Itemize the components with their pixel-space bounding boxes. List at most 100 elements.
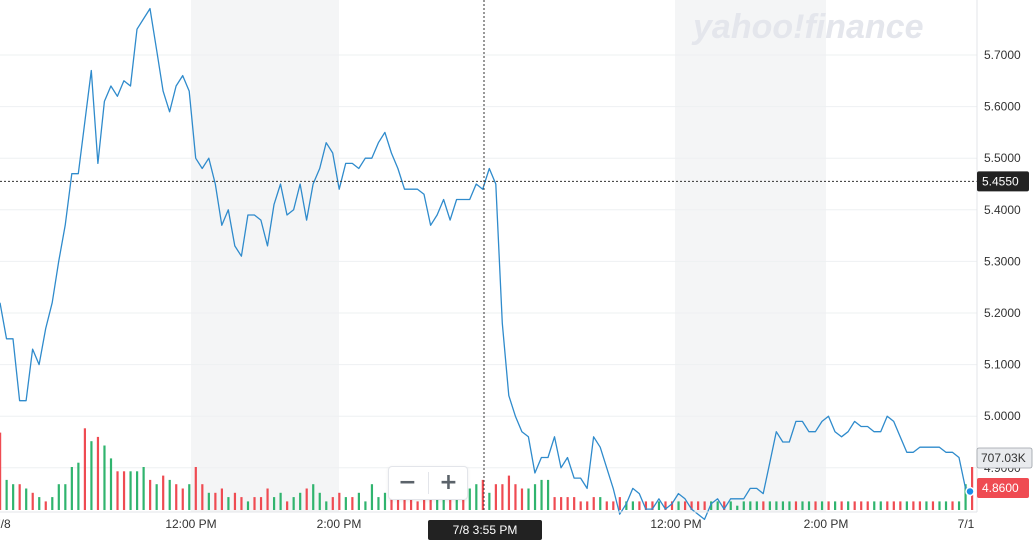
volume-bar bbox=[481, 479, 484, 510]
volume-bar bbox=[188, 484, 191, 510]
price-line-group bbox=[0, 7, 975, 521]
volume-bar bbox=[931, 501, 935, 510]
volume-bar bbox=[57, 484, 60, 510]
volume-bar bbox=[697, 501, 700, 510]
crosshair-time-badge: 7/8 3:55 PM bbox=[428, 520, 542, 540]
volume-bar bbox=[259, 497, 263, 510]
volume-bar bbox=[279, 492, 282, 510]
volume-bar bbox=[586, 501, 589, 510]
zoom-divider bbox=[427, 472, 429, 494]
volume-bar bbox=[51, 497, 54, 510]
volume-bar bbox=[788, 501, 791, 510]
volume-bar bbox=[272, 497, 276, 510]
volume-bar bbox=[351, 497, 354, 510]
volume-bar bbox=[886, 501, 889, 510]
volume-bar bbox=[403, 492, 406, 510]
volume-bar bbox=[90, 441, 93, 510]
y-tick-label: 5.1000 bbox=[984, 358, 1021, 372]
volume-bar bbox=[533, 484, 537, 510]
volume-bar bbox=[501, 484, 504, 510]
y-tick-label: 5.0000 bbox=[984, 409, 1021, 423]
x-tick-label: 2:00 PM bbox=[804, 517, 849, 531]
x-tick-label: 2:00 PM bbox=[317, 517, 362, 531]
volume-bar bbox=[964, 484, 967, 510]
volume-bars bbox=[0, 428, 974, 510]
volume-bar bbox=[292, 497, 295, 510]
volume-bar bbox=[775, 501, 778, 510]
x-axis: 7/8 12:00 PM 2:00 PM 12:00 PM 2:00 PM 7/1 bbox=[0, 511, 977, 531]
volume-bar bbox=[64, 484, 67, 510]
volume-label: 707.03K bbox=[981, 451, 1026, 465]
volume-bar bbox=[657, 501, 661, 510]
volume-bar bbox=[18, 484, 21, 510]
volume-bar bbox=[390, 492, 393, 510]
volume-bar bbox=[383, 492, 387, 510]
gridlines bbox=[0, 54, 977, 469]
volume-bar bbox=[683, 501, 687, 510]
volume-bar bbox=[364, 501, 367, 510]
x-tick-label: 7/8 bbox=[0, 517, 11, 531]
volume-bar bbox=[847, 501, 850, 510]
chart-background bbox=[191, 0, 1034, 544]
volume-bar bbox=[631, 501, 634, 510]
volume-bar bbox=[409, 497, 413, 510]
x-tick-label: 7/1 bbox=[958, 517, 975, 531]
zoom-out-button[interactable]: − bbox=[398, 470, 417, 495]
volume-bar bbox=[416, 501, 419, 510]
volume-bar bbox=[70, 467, 73, 510]
volume-bar bbox=[31, 492, 34, 510]
zoom-controls: − + bbox=[388, 466, 468, 500]
volume-bar bbox=[331, 497, 334, 510]
last-price-badge: 4.8600 bbox=[977, 478, 1029, 498]
volume-bar bbox=[475, 484, 478, 510]
zoom-in-button[interactable]: + bbox=[439, 470, 458, 495]
volume-bar bbox=[135, 471, 139, 510]
volume-bar bbox=[25, 488, 28, 510]
volume-bar bbox=[834, 501, 837, 510]
volume-bar bbox=[194, 467, 197, 510]
volume-bar bbox=[566, 497, 569, 510]
session-shade bbox=[675, 0, 826, 512]
volume-bar bbox=[638, 501, 641, 510]
volume-bar bbox=[605, 501, 608, 510]
volume-bar bbox=[573, 497, 576, 510]
volume-bar bbox=[612, 501, 615, 510]
volume-bar bbox=[344, 497, 347, 510]
volume-bar bbox=[762, 501, 765, 510]
volume-bar bbox=[866, 501, 869, 510]
volume-bar bbox=[149, 479, 152, 510]
volume-bar bbox=[246, 501, 250, 510]
session-shade bbox=[191, 0, 339, 512]
volume-bar bbox=[905, 501, 908, 510]
volume-bar bbox=[938, 501, 941, 510]
volume-bar bbox=[664, 501, 667, 510]
volume-bar bbox=[807, 501, 811, 510]
volume-bar bbox=[768, 501, 771, 510]
volume-bar bbox=[625, 501, 628, 510]
volume-bar bbox=[618, 497, 621, 510]
volume-bar bbox=[266, 488, 269, 510]
volume-bar bbox=[644, 501, 648, 510]
volume-bar bbox=[592, 497, 595, 510]
volume-bar bbox=[299, 492, 302, 510]
volume-bar bbox=[220, 488, 223, 510]
volume-bar bbox=[527, 488, 530, 510]
volume-badge: 707.03K bbox=[976, 447, 1033, 469]
y-tick-label: 5.5000 bbox=[984, 151, 1021, 165]
volume-bar bbox=[781, 501, 785, 510]
volume-bar bbox=[488, 492, 491, 510]
price-badges: 5.4550 707.03K 4.8600 7/8 3:55 PM bbox=[428, 171, 1033, 540]
volume-bar bbox=[312, 484, 315, 510]
x-tick-label: 12:00 PM bbox=[165, 517, 216, 531]
y-tick-label: 5.6000 bbox=[984, 100, 1021, 114]
volume-bar bbox=[442, 497, 445, 510]
x-tick-label: 12:00 PM bbox=[650, 517, 701, 531]
volume-bar bbox=[651, 501, 654, 510]
volume-bar bbox=[429, 492, 432, 510]
volume-bar bbox=[286, 501, 289, 510]
volume-bar bbox=[892, 501, 895, 510]
last-price-dot bbox=[965, 486, 975, 497]
volume-bar bbox=[918, 501, 922, 510]
volume-bar bbox=[325, 501, 328, 510]
